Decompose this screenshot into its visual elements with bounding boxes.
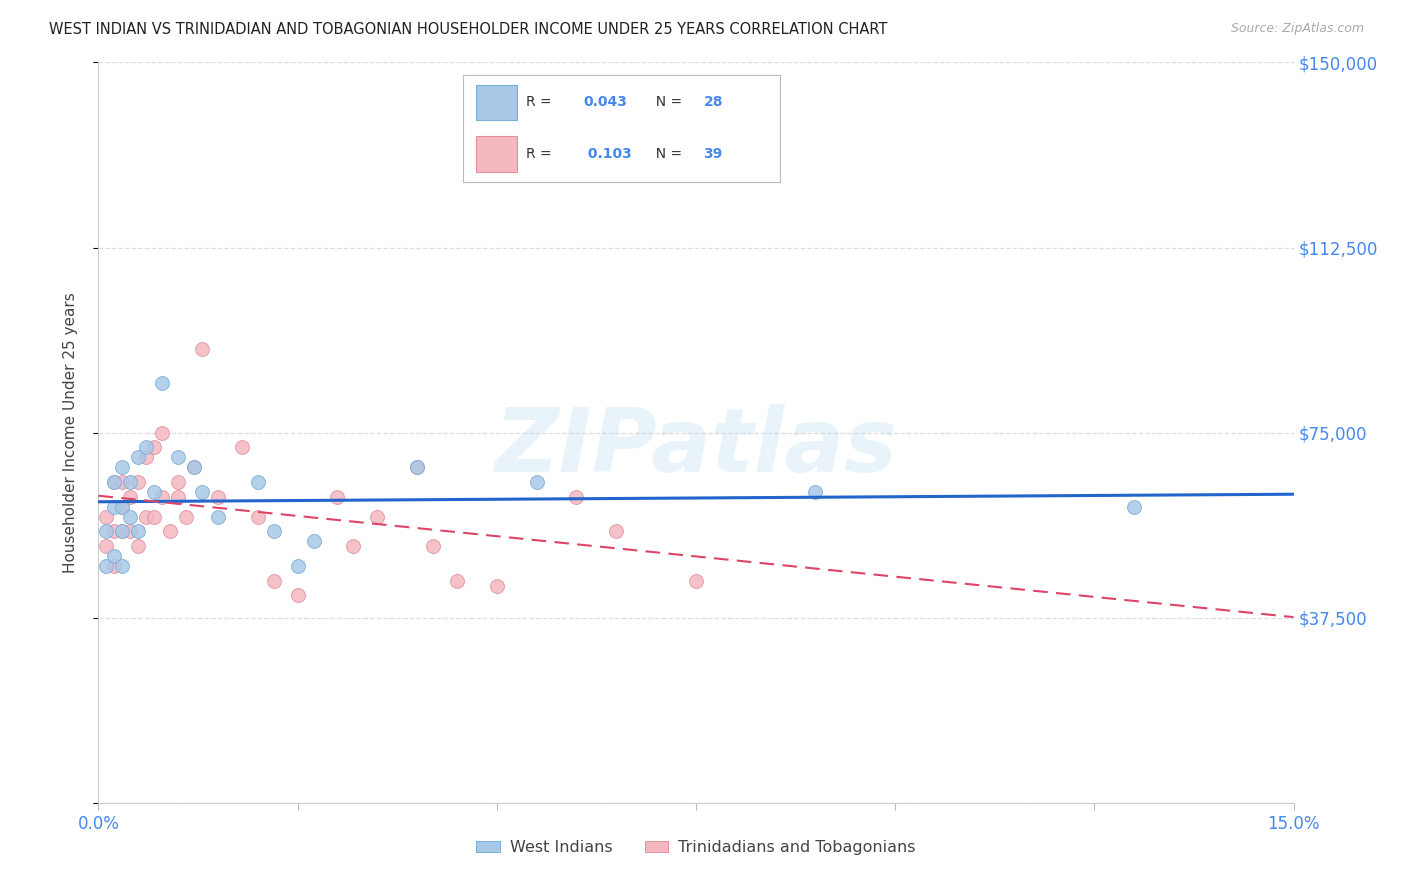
Point: [191, 342, 214, 356]
Y-axis label: Householder Income Under 25 years: Householder Income Under 25 years: [63, 293, 77, 573]
Point: [183, 460, 205, 475]
Point: [342, 539, 364, 553]
Text: Source: ZipAtlas.com: Source: ZipAtlas.com: [1230, 22, 1364, 36]
Point: [263, 524, 285, 539]
Point: [150, 425, 173, 440]
Point: [191, 484, 214, 499]
Point: [406, 460, 429, 475]
Point: [135, 509, 157, 524]
Point: [96, 539, 118, 553]
Point: [96, 558, 118, 573]
Point: [103, 475, 125, 489]
Point: [485, 579, 508, 593]
Point: [103, 558, 125, 573]
Point: [135, 441, 157, 455]
Point: [120, 509, 142, 524]
Point: [96, 509, 118, 524]
Point: [246, 509, 269, 524]
Point: [135, 450, 157, 465]
Point: [127, 524, 149, 539]
Point: [287, 589, 309, 603]
Point: [111, 558, 134, 573]
Point: [143, 484, 166, 499]
Point: [167, 475, 190, 489]
Point: [150, 376, 173, 391]
Legend: West Indians, Trinidadians and Tobagonians: West Indians, Trinidadians and Tobagonia…: [470, 834, 922, 862]
Point: [111, 500, 134, 514]
Point: [159, 524, 181, 539]
Point: [526, 475, 548, 489]
Point: [111, 524, 134, 539]
Point: [120, 524, 142, 539]
Point: [246, 475, 269, 489]
Point: [1123, 500, 1146, 514]
Point: [326, 490, 349, 504]
Point: [120, 490, 142, 504]
Point: [207, 509, 229, 524]
Point: [685, 574, 707, 588]
Point: [167, 490, 190, 504]
Point: [127, 450, 149, 465]
Point: [183, 460, 205, 475]
Point: [804, 484, 827, 499]
Point: [111, 475, 134, 489]
Point: [143, 509, 166, 524]
Point: [103, 500, 125, 514]
Point: [103, 475, 125, 489]
Point: [127, 539, 149, 553]
Point: [127, 475, 149, 489]
Point: [111, 500, 134, 514]
Point: [167, 450, 190, 465]
Point: [120, 475, 142, 489]
Point: [422, 539, 444, 553]
Point: [446, 574, 468, 588]
Point: [366, 509, 388, 524]
Point: [174, 509, 197, 524]
Point: [96, 524, 118, 539]
Point: [263, 574, 285, 588]
Point: [111, 524, 134, 539]
Point: [103, 549, 125, 563]
Point: [111, 460, 134, 475]
Point: [565, 490, 588, 504]
Point: [302, 534, 325, 549]
Point: [287, 558, 309, 573]
Point: [103, 524, 125, 539]
Point: [406, 460, 429, 475]
Point: [150, 490, 173, 504]
Point: [605, 524, 627, 539]
Text: ZIPatlas: ZIPatlas: [495, 404, 897, 491]
Text: WEST INDIAN VS TRINIDADIAN AND TOBAGONIAN HOUSEHOLDER INCOME UNDER 25 YEARS CORR: WEST INDIAN VS TRINIDADIAN AND TOBAGONIA…: [49, 22, 887, 37]
Point: [143, 441, 166, 455]
Point: [207, 490, 229, 504]
Point: [231, 441, 253, 455]
